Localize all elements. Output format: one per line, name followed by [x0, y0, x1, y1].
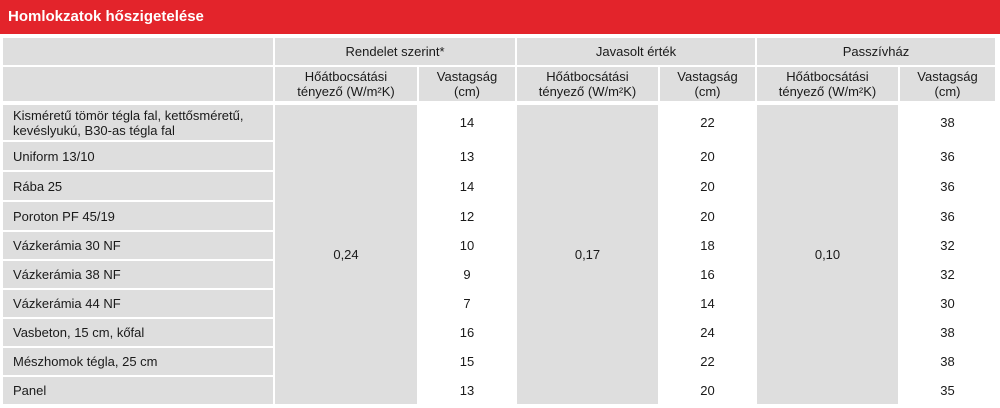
thickness-value: 9: [419, 261, 515, 288]
thickness-value: 24: [660, 319, 755, 346]
thickness-value: 32: [900, 232, 995, 259]
u-value-merged: 0,24: [275, 105, 417, 404]
subheader-u-value: Hőátbocsátási tényező (W/m²K): [517, 67, 658, 101]
thickness-value: 14: [419, 105, 515, 140]
u-value-merged: 0,17: [517, 105, 658, 404]
subheader-u-value: Hőátbocsátási tényező (W/m²K): [275, 67, 417, 101]
thickness-value: 20: [660, 172, 755, 200]
thickness-value: 20: [660, 202, 755, 230]
thickness-value: 22: [660, 105, 755, 140]
thickness-value: 13: [419, 377, 515, 404]
subheader-u-line1: Hőátbocsátási: [304, 69, 388, 84]
thickness-value: 16: [419, 319, 515, 346]
subheader-u-line2: tényező (W/m²K): [538, 84, 637, 99]
group-header: Javasolt érték: [517, 38, 755, 65]
subheader-blank: [3, 67, 273, 101]
subheader-u-value: Hőátbocsátási tényező (W/m²K): [757, 67, 898, 101]
subheader-t-line1: Vastagság: [917, 69, 978, 84]
thickness-value: 20: [660, 377, 755, 404]
subheader-thickness: Vastagság (cm): [900, 67, 995, 101]
row-label: Vasbeton, 15 cm, kőfal: [3, 319, 273, 346]
thickness-value: 36: [900, 202, 995, 230]
u-value-merged: 0,10: [757, 105, 898, 404]
subheader-t-line1: Vastagság: [677, 69, 738, 84]
thickness-value: 35: [900, 377, 995, 404]
row-label: Uniform 13/10: [3, 142, 273, 170]
row-label: Vázkerámia 38 NF: [3, 261, 273, 288]
subheader-t-line1: Vastagság: [436, 69, 498, 84]
row-label: Rába 25: [3, 172, 273, 200]
group-header: Rendelet szerint*: [275, 38, 515, 65]
title-bar: Homlokzatok hőszigetelése: [0, 0, 1000, 34]
thickness-value: 32: [900, 261, 995, 288]
subheader-t-line2: (cm): [694, 84, 721, 99]
thickness-value: 15: [419, 348, 515, 375]
thickness-value: 36: [900, 172, 995, 200]
thickness-value: 10: [419, 232, 515, 259]
row-label: Kisméretű tömör tégla fal, kettősméretű,…: [3, 105, 273, 140]
subheader-thickness: Vastagság (cm): [660, 67, 755, 101]
thickness-value: 22: [660, 348, 755, 375]
thickness-value: 38: [900, 105, 995, 140]
subheader-u-line1: Hőátbocsátási: [786, 69, 869, 84]
thickness-value: 13: [419, 142, 515, 170]
thickness-value: 12: [419, 202, 515, 230]
subheader-thickness: Vastagság (cm): [419, 67, 515, 101]
thickness-value: 14: [660, 290, 755, 317]
subheader-u-line2: tényező (W/m²K): [778, 84, 877, 99]
thickness-value: 16: [660, 261, 755, 288]
group-header: Passzívház: [757, 38, 995, 65]
thickness-value: 7: [419, 290, 515, 317]
thickness-value: 38: [900, 348, 995, 375]
row-label: Mészhomok tégla, 25 cm: [3, 348, 273, 375]
row-label: Vázkerámia 30 NF: [3, 232, 273, 259]
subheader-t-line2: (cm): [454, 84, 480, 99]
thickness-value: 18: [660, 232, 755, 259]
row-label: Panel: [3, 377, 273, 404]
subheader-t-line2: (cm): [934, 84, 961, 99]
thickness-value: 20: [660, 142, 755, 170]
row-label: Vázkerámia 44 NF: [3, 290, 273, 317]
thickness-value: 36: [900, 142, 995, 170]
header-blank: [3, 38, 273, 65]
subheader-u-line1: Hőátbocsátási: [546, 69, 629, 84]
row-label: Poroton PF 45/19: [3, 202, 273, 230]
table-title: Homlokzatok hőszigetelése: [8, 8, 204, 25]
thickness-value: 30: [900, 290, 995, 317]
thickness-value: 38: [900, 319, 995, 346]
thickness-value: 14: [419, 172, 515, 200]
subheader-u-line2: tényező (W/m²K): [297, 84, 395, 99]
